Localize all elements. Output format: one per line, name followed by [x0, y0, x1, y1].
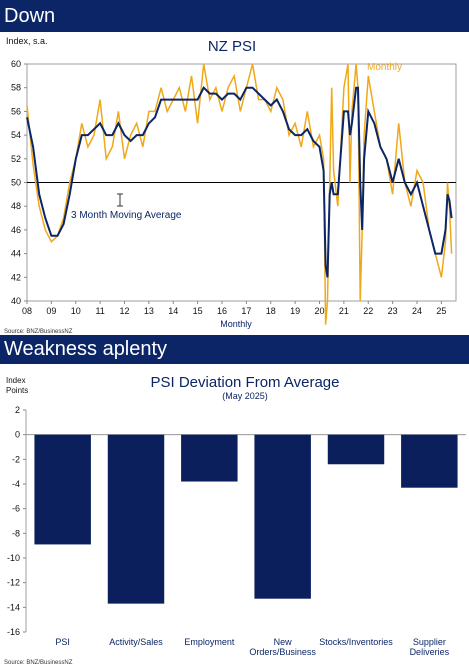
- chart2-y-tick-labels: 2 0 -2 -4 -6 -8 -10 -12 -14 -16: [7, 405, 20, 637]
- chart2-y-tick-label: -6: [12, 504, 20, 514]
- nz-psi-chart: Index, s.a. NZ PSI 40 42 44 46 48 50 52 54 56 58 6…: [4, 36, 457, 335]
- chart2-bar: [107, 434, 165, 604]
- chart2-title: PSI Deviation From Average: [151, 374, 340, 391]
- chart1-y-tick-label: 42: [11, 272, 21, 282]
- chart1-series-moving-average: [26, 86, 453, 278]
- chart2-y-tick-label: -16: [7, 627, 20, 637]
- chart2-source: Source: BNZ/BusinessNZ: [4, 660, 73, 666]
- chart1-x-tick-label: 18: [266, 306, 276, 316]
- chart2-y-tick-label: 0: [15, 430, 20, 440]
- chart1-x-tick-label: 08: [22, 306, 32, 316]
- chart1-x-tick-label: 15: [193, 306, 203, 316]
- chart2-subtitle: (May 2025): [222, 391, 268, 401]
- chart1-y-tick-label: 46: [11, 225, 21, 235]
- chart1-series-monthly: [26, 63, 453, 325]
- chart2-category-label: Supplier: [413, 637, 446, 647]
- chart1-y-tick-labels: 40 42 44 46 48 50 52 54 56 58 60: [11, 59, 21, 306]
- chart1-xlabel: Monthly: [220, 319, 252, 329]
- banner-weakness: Weakness aplenty: [0, 335, 469, 364]
- chart2-axis: [23, 409, 466, 633]
- chart2-category-labels: PSI Activity/Sales Employment NewOrders/Bus…: [55, 637, 449, 657]
- chart2-bar: [327, 434, 385, 465]
- chart1-y-tick-label: 40: [11, 296, 21, 306]
- chart2-y-tick-label: -2: [12, 454, 20, 464]
- chart2-category-label: Stocks/Inventories: [319, 637, 393, 647]
- chart1-x-tick-label: 16: [217, 306, 227, 316]
- chart2-bar: [34, 434, 91, 545]
- chart2-category-label: Orders/Business: [249, 647, 316, 657]
- chart1-label-moving-average: 3 Month Moving Average: [71, 210, 182, 221]
- chart1-y-tick-label: 56: [11, 106, 21, 116]
- chart2-ylabel-line2: Points: [6, 386, 28, 395]
- chart2-y-tick-label: 2: [15, 405, 20, 415]
- chart1-y-tick-label: 44: [11, 249, 21, 259]
- chart1-x-tick-label: 14: [168, 306, 178, 316]
- chart2-bars: [34, 434, 458, 604]
- chart1-y-tick-label: 54: [11, 130, 21, 140]
- chart2-category-label: New: [274, 637, 293, 647]
- chart1-x-tick-label: 12: [119, 306, 129, 316]
- chart1-x-tick-label: 09: [46, 306, 56, 316]
- chart1-title: NZ PSI: [208, 38, 256, 55]
- chart1-y-tick-label: 58: [11, 83, 21, 93]
- chart2-bar: [181, 434, 238, 482]
- chart1-x-tick-label: 24: [412, 306, 422, 316]
- chart2-ylabel-line1: Index: [6, 376, 26, 385]
- chart1-x-tick-label: 25: [436, 306, 446, 316]
- banner-down: Down: [0, 0, 469, 32]
- chart1-x-tick-label: 23: [388, 306, 398, 316]
- chart1-x-tick-labels: 08 09 10 11 12 13 14 15 16 17 18 19 20 21 22 23 24 25: [22, 306, 446, 316]
- psi-deviation-chart: Index Points PSI Deviation From Average …: [4, 374, 466, 666]
- chart1-source: Source: BNZ/BusinessNZ: [4, 329, 73, 335]
- chart1-y-tick-label: 48: [11, 201, 21, 211]
- chart1-x-tick-label: 22: [363, 306, 373, 316]
- chart2-y-tick-label: -4: [12, 479, 20, 489]
- chart1-ylabel: Index, s.a.: [6, 36, 48, 46]
- chart2-bar: [401, 434, 458, 488]
- chart2-y-tick-label: -8: [12, 528, 20, 538]
- chart2-category-label: PSI: [55, 637, 70, 647]
- chart1-x-tick-label: 13: [144, 306, 154, 316]
- chart2-category-label: Activity/Sales: [109, 637, 163, 647]
- chart1-y-tick-label: 50: [11, 178, 21, 188]
- chart1-x-tick-label: 21: [339, 306, 349, 316]
- chart1-y-tick-label: 60: [11, 59, 21, 69]
- chart1-x-tick-label: 17: [241, 306, 251, 316]
- chart1-label-monthly: Monthly: [367, 62, 402, 73]
- chart2-category-label: Employment: [184, 637, 235, 647]
- chart1-x-tick-label: 11: [95, 306, 104, 316]
- chart2-y-tick-label: -14: [7, 602, 20, 612]
- chart1-y-tick-label: 52: [11, 154, 21, 164]
- chart1-x-tick-label: 10: [71, 306, 81, 316]
- chart1-x-tick-label: 20: [314, 306, 324, 316]
- chart2-y-tick-label: -12: [7, 578, 20, 588]
- text-cursor-icon: [117, 193, 123, 207]
- chart2-bar: [254, 434, 311, 599]
- chart2-category-label: Deliveries: [410, 647, 450, 657]
- chart1-x-tick-label: 19: [290, 306, 300, 316]
- chart2-y-tick-label: -10: [7, 553, 20, 563]
